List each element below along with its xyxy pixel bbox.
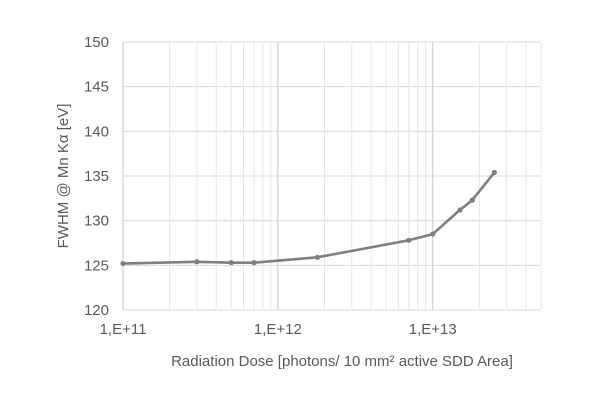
data-point [120,260,126,267]
series-line [121,171,496,265]
y-tick-label: 150 [84,34,109,51]
x-tick-labels: 1,E+11 1,E+12 1,E+13 [100,321,457,338]
data-point [469,197,475,203]
y-tick-label: 145 [84,79,109,96]
y-axis-title: FWHM @ Mn Kα [eV] [55,104,72,249]
data-point [491,169,497,176]
x-tick-label: 1,E+11 [100,321,147,338]
data-point [430,231,436,237]
data-point [406,237,412,243]
x-tick-label: 1,E+13 [409,321,457,338]
plot-area [120,169,497,267]
x-axis-title: Radiation Dose [photons/ 10 mm² active S… [171,353,513,370]
grid-lines [122,41,542,311]
data-point [251,260,257,266]
y-tick-label: 120 [84,302,109,319]
data-point [314,254,321,260]
y-tick-labels: 120 125 130 135 140 145 150 [84,34,109,319]
y-tick-label: 130 [84,213,109,230]
x-tick-label: 1,E+12 [254,321,302,338]
data-point [457,207,463,213]
data-point [194,259,200,265]
y-tick-label: 125 [84,257,109,274]
y-tick-label: 140 [84,123,109,140]
data-point [228,260,234,266]
y-tick-label: 135 [84,168,109,185]
